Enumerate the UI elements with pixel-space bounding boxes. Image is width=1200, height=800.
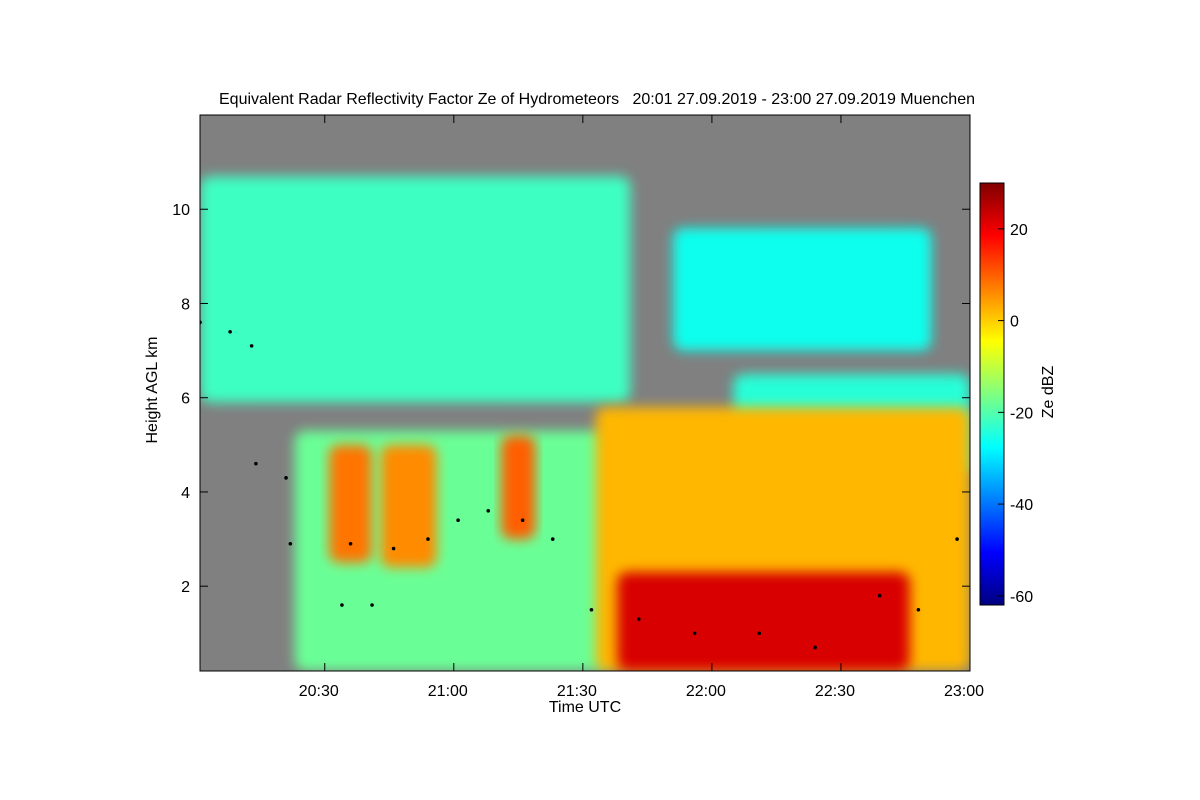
reflectivity-region (617, 572, 910, 671)
detection-point (877, 593, 882, 598)
y-axis-label: Height AGL km (144, 336, 161, 443)
detection-point (254, 461, 258, 466)
detection-point (456, 518, 460, 523)
detection-points (200, 320, 959, 650)
y-tick-label: 8 (181, 296, 190, 313)
detection-point (228, 329, 232, 334)
detection-point (486, 508, 491, 513)
detection-point (955, 537, 959, 541)
x-tick-label: 23:00 (944, 683, 984, 700)
y-tick-label: 2 (181, 579, 190, 596)
reflectivity-region (380, 444, 437, 568)
colorbar-tick-label: -20 (1010, 405, 1033, 422)
detection-point (550, 537, 555, 541)
x-tick-label: 20:30 (299, 683, 339, 700)
y-axis: 2 4 6 8 10 (172, 202, 970, 596)
detection-point (813, 645, 817, 650)
y-tick-label: 6 (181, 391, 190, 408)
detection-point (284, 476, 288, 480)
reflectivity-region (200, 176, 631, 403)
detection-point (426, 537, 430, 541)
detection-point (348, 541, 353, 546)
x-tick-label: 22:00 (686, 683, 726, 700)
reflectivity-field (200, 176, 970, 671)
x-axis-label: Time UTC (549, 699, 621, 716)
reflectivity-region (329, 444, 373, 563)
detection-point (340, 603, 344, 607)
colorbar-tick-label: 20 (1010, 222, 1028, 239)
x-axis: 20:30 21:00 21:30 22:00 22:30 23:00 (299, 115, 984, 700)
detection-point (370, 603, 374, 607)
reflectivity-region (501, 435, 536, 540)
colorbar-tick-label: 0 (1010, 314, 1019, 331)
colorbar-label: Ze dBZ (1040, 366, 1057, 419)
y-tick-label: 4 (181, 485, 190, 502)
reflectivity-region (673, 228, 932, 351)
detection-point (589, 607, 594, 612)
x-tick-label: 22:30 (815, 683, 855, 700)
colorbar (979, 182, 1005, 606)
x-tick-label: 21:30 (557, 683, 597, 700)
detection-point (249, 344, 254, 348)
detection-point (520, 518, 525, 523)
plot-frame (199, 114, 971, 672)
detection-point (636, 617, 641, 621)
detection-point (391, 546, 396, 551)
detection-point (757, 631, 762, 636)
chart-title: Equivalent Radar Reflectivity Factor Ze … (219, 91, 975, 108)
detection-point (916, 607, 921, 612)
colorbar-axis: 20 0 -20 -40 -60 (998, 222, 1033, 606)
colorbar-tick-label: -60 (1010, 589, 1033, 606)
detection-point (288, 541, 293, 546)
x-tick-label: 21:00 (428, 683, 468, 700)
y-tick-label: 10 (172, 202, 190, 219)
detection-point (692, 631, 697, 636)
colorbar-tick-label: -40 (1010, 497, 1033, 514)
